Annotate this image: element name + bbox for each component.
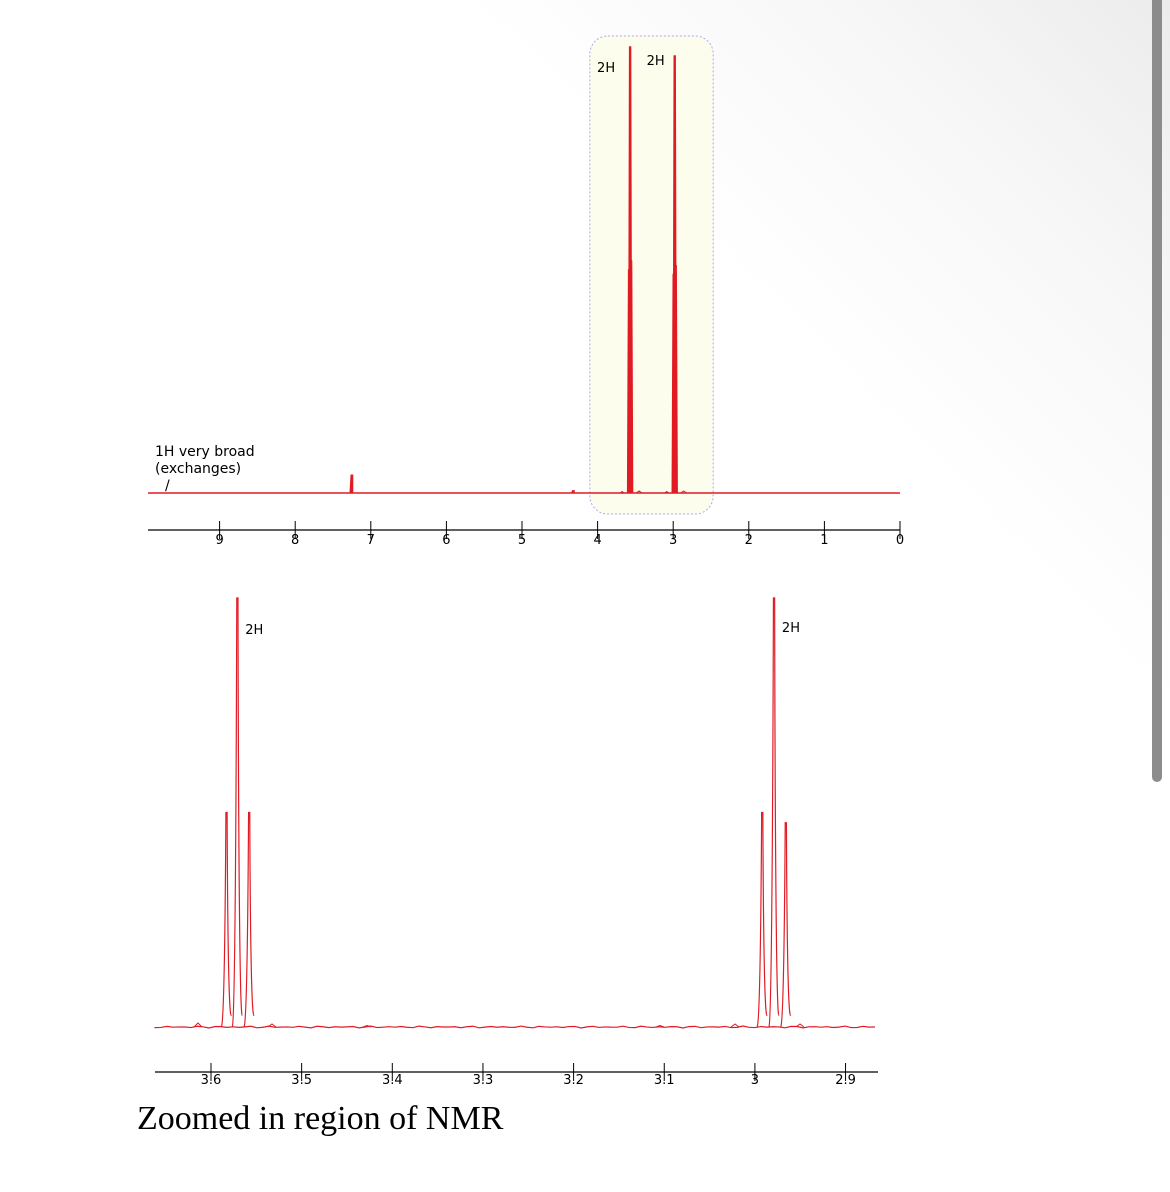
- ppm-axis-tick-label: 3: [669, 533, 677, 548]
- broad-peak-note: (exchanges): [155, 461, 241, 477]
- zoomed-baseline: [154, 1025, 876, 1029]
- zoomed-axis-tick-label: 3.4: [382, 1073, 403, 1088]
- zoomed-peak-line: [220, 811, 233, 1028]
- zoomed-spectrum-plot: 3.6 3.5 3.4 3.3 3.2 3.1 3 2.9 2H 2H: [154, 597, 878, 1088]
- full-spectrum-plot: 9 8 7 6 5 4 3 2 1 0 2H 2H 1H very broad(exchanges)/: [148, 35, 904, 548]
- zoomed-axis-tick-label: 2.9: [835, 1073, 856, 1088]
- zoomed-axis-tick-label: 3.6: [201, 1073, 222, 1088]
- zoomed-peak-integration-label: 2H: [782, 621, 800, 636]
- spectrum-peak: [571, 490, 575, 494]
- zoomed-peak-line: [231, 597, 243, 1028]
- zoomed-noise-wiggle: [193, 1022, 203, 1028]
- broad-peak-pointer: /: [165, 478, 170, 494]
- zoomed-axis-tick-label: 3: [751, 1073, 759, 1088]
- zoom-region-highlight: [589, 35, 714, 515]
- zoomed-peak-line: [780, 822, 792, 1028]
- zoomed-noise-wiggle: [795, 1023, 805, 1028]
- zoomed-noise-wiggle: [267, 1023, 277, 1028]
- zoomed-peak-line: [756, 811, 768, 1028]
- ppm-axis-tick-label: 7: [367, 533, 375, 548]
- zoomed-noise-wiggle: [655, 1024, 665, 1028]
- zoomed-peak-line: [768, 597, 780, 1028]
- ppm-axis-tick-label: 1: [820, 533, 828, 548]
- zoomed-noise-wiggle: [362, 1024, 372, 1028]
- spectrum-peak: [671, 55, 678, 494]
- spectrum-peak: [626, 46, 634, 494]
- figure-caption: Zoomed in region of NMR: [137, 1100, 504, 1137]
- ppm-axis-tick-label: 9: [215, 533, 223, 548]
- spectrum-peak: [349, 474, 354, 494]
- peak-integration-label: 2H: [597, 61, 615, 76]
- ppm-axis-tick-label: 0: [896, 533, 904, 548]
- zoomed-noise-wiggle: [730, 1023, 740, 1028]
- ppm-axis-tick-label: 4: [593, 533, 601, 548]
- zoomed-peak-integration-label: 2H: [245, 623, 263, 638]
- zoomed-axis-tick-label: 3.5: [291, 1073, 312, 1088]
- ppm-axis-tick-label: 6: [442, 533, 450, 548]
- peak-integration-label: 2H: [647, 54, 665, 69]
- zoomed-axis-tick-label: 3.2: [563, 1073, 584, 1088]
- zoomed-peak-line: [243, 811, 255, 1028]
- spectrum-peak-shoulder: [664, 490, 687, 494]
- vertical-scrollbar[interactable]: [1152, 0, 1162, 782]
- spectrum-peak-shoulder: [619, 490, 643, 494]
- zoomed-axis-tick-label: 3.1: [654, 1073, 675, 1088]
- ppm-axis-tick-label: 8: [291, 533, 299, 548]
- ppm-axis-tick-label: 5: [518, 533, 526, 548]
- ppm-axis-tick-label: 2: [745, 533, 753, 548]
- broad-peak-note: 1H very broad: [155, 444, 255, 460]
- zoomed-axis-tick-label: 3.3: [473, 1073, 494, 1088]
